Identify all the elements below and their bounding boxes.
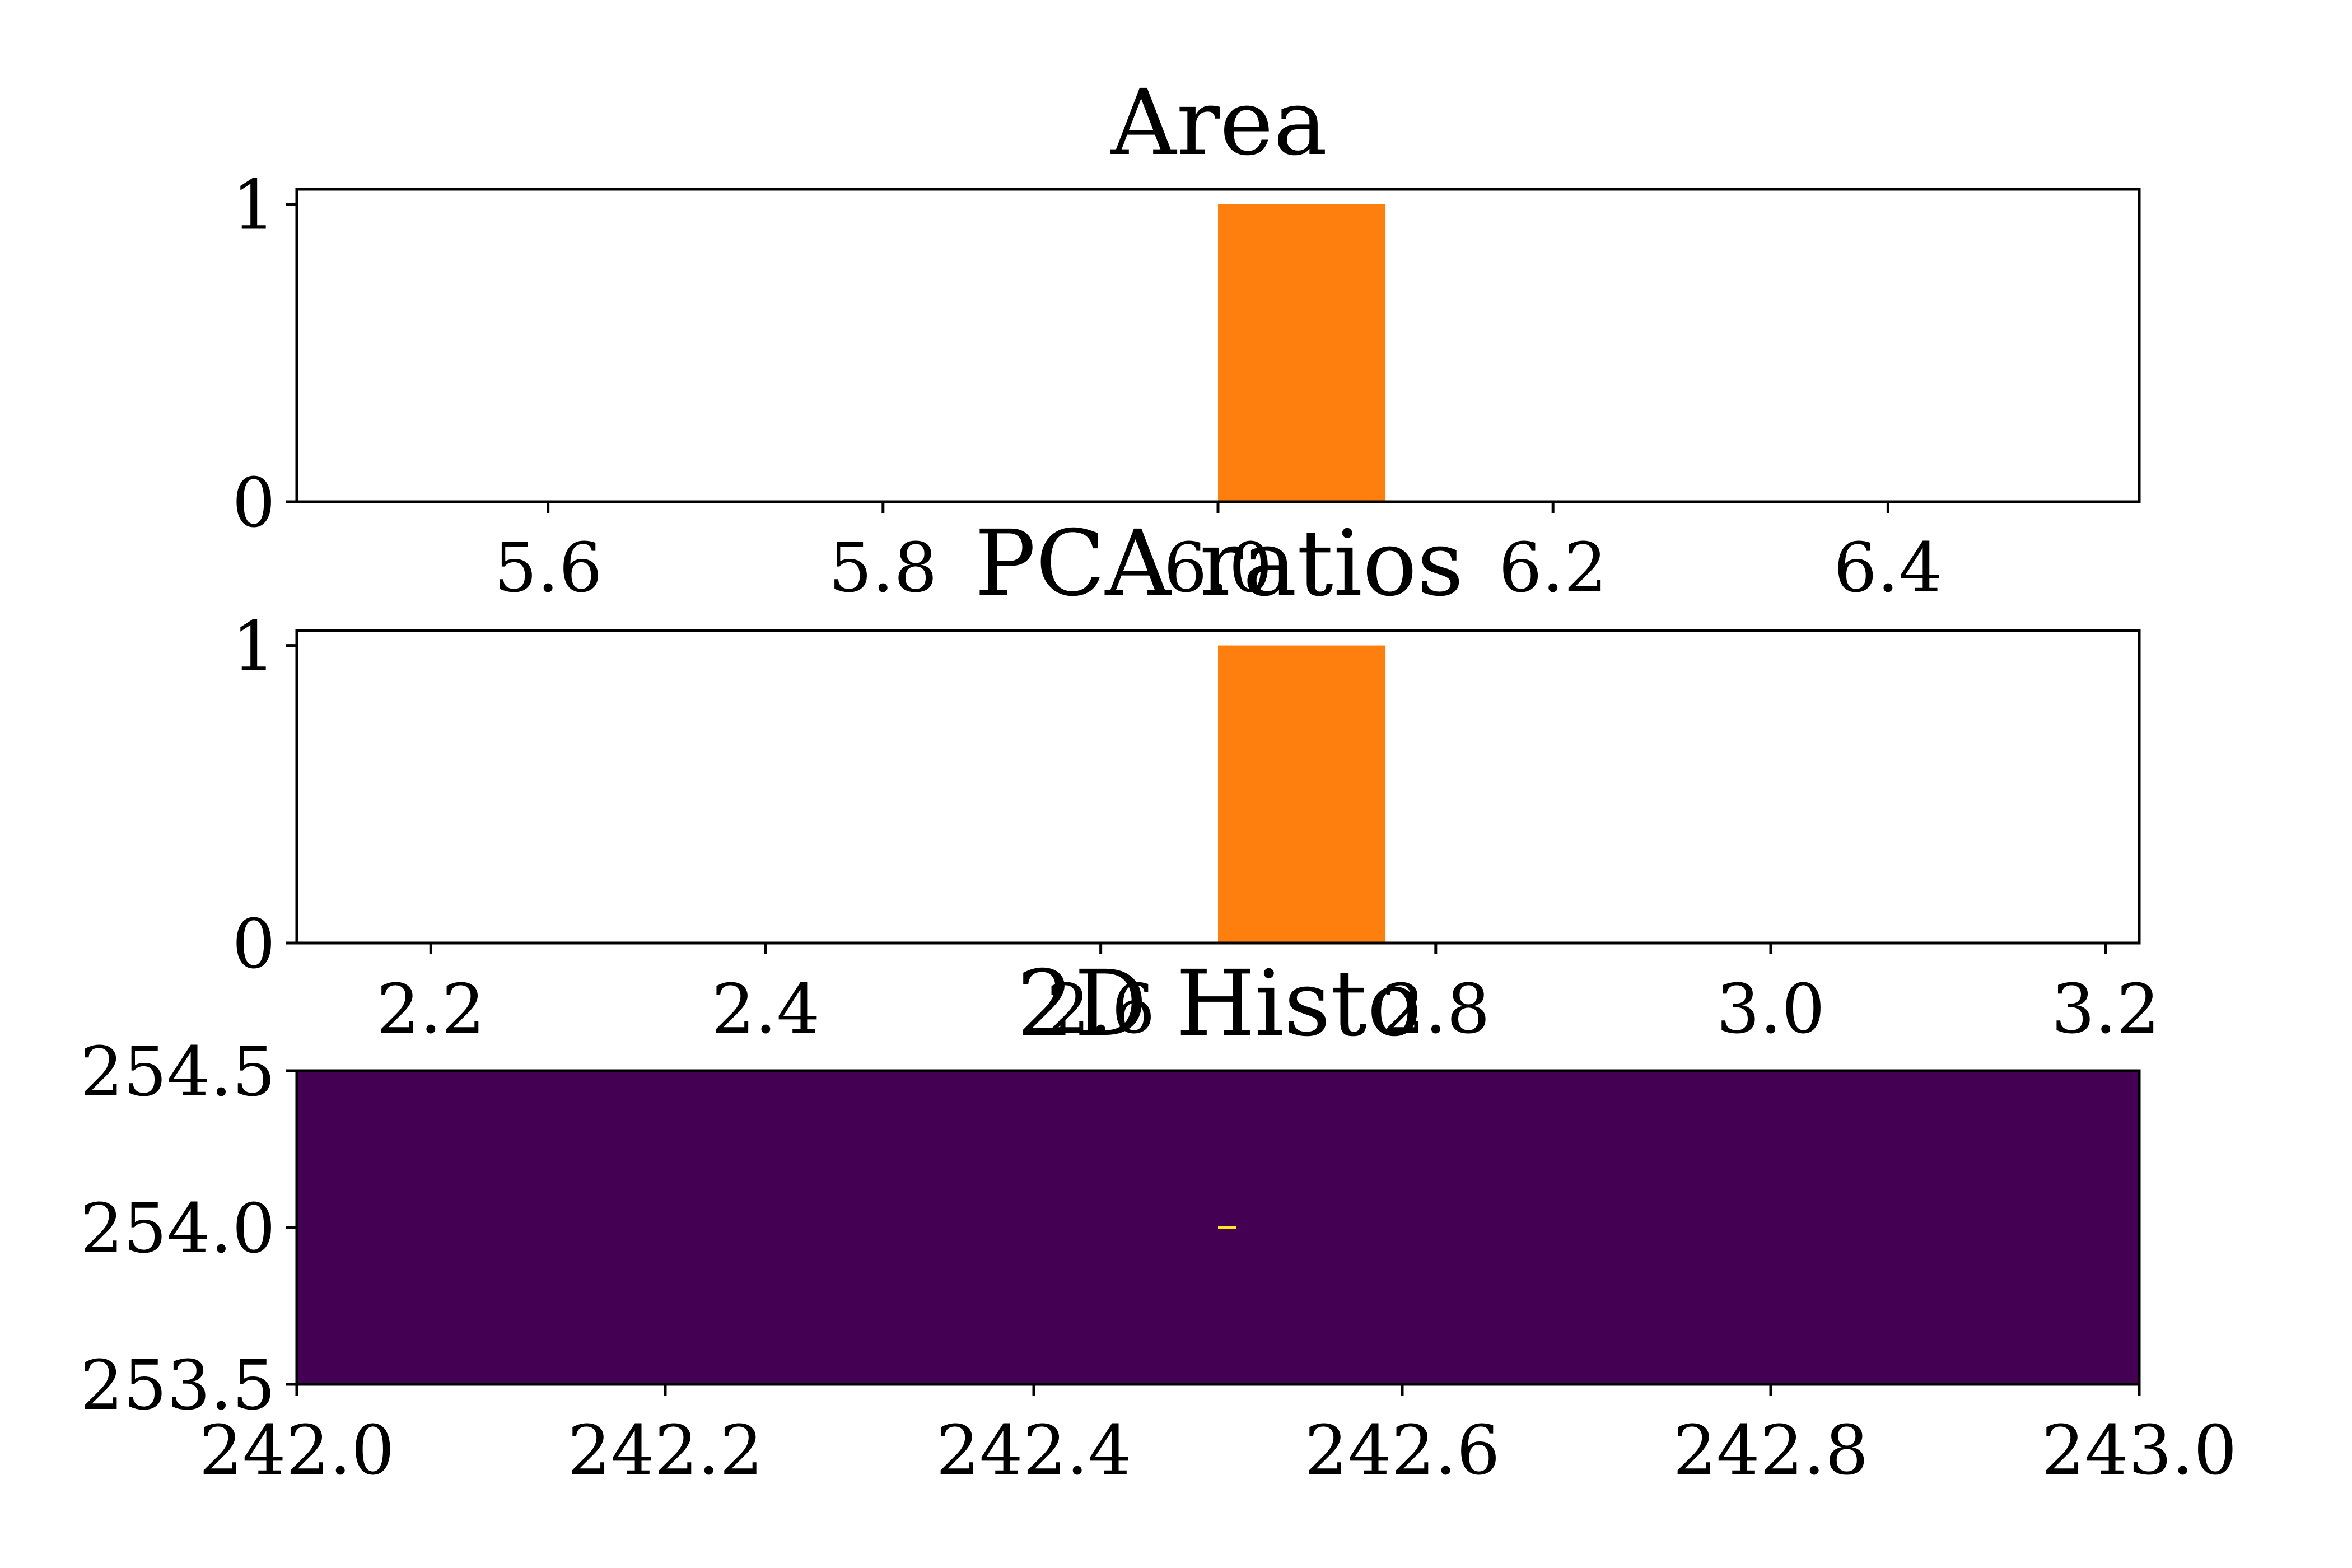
subplot-pca-ratios-xtick-label-5: 3.2 — [2051, 969, 2160, 1049]
subplot-2d-histo-title: 2D Histo — [1016, 951, 1421, 1057]
subplot-pca-ratios-plot — [1218, 645, 1386, 943]
subplot-2d-histo-xtick-label-5: 243.0 — [2041, 1411, 2237, 1490]
subplot-2d-histo-xtick-label-0: 242.0 — [199, 1411, 394, 1490]
subplot-pca-ratios-xtick-label-2: 2.6 — [1047, 969, 1155, 1049]
subplot-2d-histo-ytick-label-1: 254.0 — [80, 1189, 276, 1268]
subplot-pca-ratios-xtick-label-4: 3.0 — [1716, 969, 1825, 1049]
subplot-area-xtick-label-4: 6.4 — [1833, 528, 1942, 608]
subplot-pca-ratios: 2.2 2.4 2.6 2.8 3.0 3.2 01 — [232, 607, 2160, 1049]
subplot-2d-histo-xtick-label-1: 242.2 — [567, 1411, 763, 1490]
subplot-area-ytick-label-0: 0 — [232, 463, 276, 543]
subplot-pca-ratios-ytick-label-0: 0 — [232, 904, 276, 984]
subplot-2d-histo-xtick-label-3: 242.6 — [1304, 1411, 1500, 1490]
subplot-2d-histo-cell-0 — [1218, 1226, 1236, 1229]
subplot-2d-histo-ytick-label-0: 253.5 — [80, 1346, 276, 1425]
subplot-pca-ratios-ytick-label-1: 1 — [232, 607, 276, 687]
subplot-area-title: Area — [1110, 71, 1328, 176]
subplot-area-xtick-label-0: 5.6 — [494, 528, 603, 608]
subplot-area-ytick-label-1: 1 — [232, 166, 276, 245]
subplot-2d-histo-xtick-label-2: 242.4 — [936, 1411, 1131, 1490]
subplot-area-xtick-label-3: 6.2 — [1499, 528, 1607, 608]
subplot-pca-ratios-xaxis: 2.2 2.4 2.6 2.8 3.0 3.2 — [376, 943, 2160, 1049]
subplot-area-xtick-label-1: 5.8 — [829, 528, 937, 608]
subplot-pca-ratios-xtick-label-3: 2.8 — [1382, 969, 1490, 1049]
subplot-pca-ratios-yaxis: 01 — [232, 607, 297, 984]
subplot-2d-histo-yaxis: 253.5 254.0 254.5 — [80, 1032, 297, 1425]
subplot-pca-ratios-bar-0 — [1218, 645, 1386, 943]
subplot-2d-histo-xaxis: 242.0 242.2 242.4 242.6 242.8 243.0 — [199, 1384, 2237, 1490]
subplot-2d-histo: 242.0 242.2 242.4 242.6 242.8 243.0 253.5 254.… — [80, 1032, 2237, 1490]
subplot-area-yaxis: 01 — [232, 166, 297, 543]
subplot-2d-histo-ytick-label-2: 254.5 — [80, 1032, 276, 1112]
subplot-pca-ratios-xtick-label-1: 2.4 — [711, 969, 820, 1049]
subplot-pca-ratios-frame — [295, 629, 2141, 945]
subplot-area-xtick-label-2: 6.0 — [1164, 528, 1272, 608]
subplot-2d-histo-plot — [297, 1071, 2139, 1384]
subplot-area-plot — [1218, 204, 1386, 502]
subplot-area: Area 5.6 5.8 6.0 6.2 6.4 01 — [232, 71, 2141, 608]
subplot-area-bar-0 — [1218, 204, 1386, 502]
subplot-pca-ratios-xtick-label-0: 2.2 — [376, 969, 485, 1049]
subplot-area-xaxis: 5.6 5.8 6.0 6.2 6.4 — [494, 502, 1942, 608]
subplot-pca-ratios-title: PCA ratios — [974, 511, 1463, 617]
subplot-2d-histo-xtick-label-4: 242.8 — [1673, 1411, 1868, 1490]
